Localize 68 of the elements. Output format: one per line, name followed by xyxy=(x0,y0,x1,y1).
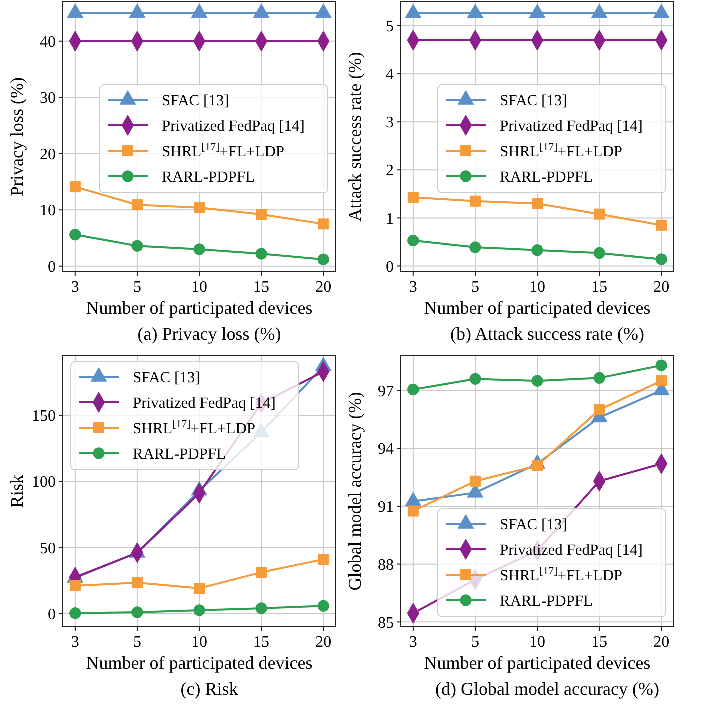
y-tick-label: 88 xyxy=(378,556,394,574)
text: (c) Risk xyxy=(180,679,238,699)
y-tick-label: 100 xyxy=(32,474,56,492)
x-tick-label: 10 xyxy=(530,279,546,296)
y-tick-label: 20 xyxy=(40,146,56,164)
x-tick-label: 20 xyxy=(654,279,670,296)
legend-label: Privatized FedPaq [14] xyxy=(133,394,276,412)
x-tick-label: 15 xyxy=(592,279,608,296)
legend-label: RARL-PDPFL xyxy=(133,446,226,463)
x-tick-label: 5 xyxy=(471,279,480,296)
y-axis-title: Global model accuracy (%) xyxy=(345,392,365,591)
legend-label: RARL-PDPFL xyxy=(500,592,594,610)
legend-label: RARL-PDPFL xyxy=(162,168,256,186)
y-axis-title: Risk xyxy=(7,474,27,508)
y-tick-label: 91 xyxy=(378,499,394,516)
y-tick-label: 0 xyxy=(48,258,56,276)
y-axis-title: Attack success rate (%) xyxy=(345,52,365,222)
x-tick-label: 5 xyxy=(133,634,142,651)
legend-label: SFAC [13] xyxy=(500,92,568,110)
x-tick-label: 5 xyxy=(471,634,480,651)
x-axis-title: Number of participated devices xyxy=(424,298,651,318)
text: (a) Privacy loss (%) xyxy=(138,324,282,344)
x-tick-label: 20 xyxy=(316,279,332,296)
y-tick-label: 1 xyxy=(386,210,394,228)
x-tick-label: 15 xyxy=(592,634,608,651)
y-tick-label: 85 xyxy=(378,614,394,632)
x-tick-label: 10 xyxy=(192,279,208,296)
legend-label: SHRL$^{[17]}$+FL+LDP xyxy=(500,565,623,584)
y-tick-label: 30 xyxy=(40,90,56,108)
x-axis-title: Number of participated devices xyxy=(86,653,313,673)
legend-label: SHRL$^{[17]}$+FL+LDP xyxy=(133,418,256,438)
y-tick-label: 40 xyxy=(40,34,56,51)
x-tick-label: 20 xyxy=(654,634,670,651)
x-tick-label: 10 xyxy=(192,634,208,651)
y-tick-label: 4 xyxy=(386,66,394,84)
y-tick-label: 10 xyxy=(40,202,56,220)
x-tick-label: 20 xyxy=(316,634,332,651)
y-tick-label: 50 xyxy=(40,540,56,558)
x-axis-title: Number of participated devices xyxy=(424,653,651,673)
y-tick-label: 94 xyxy=(378,441,394,458)
text: (b) Attack success rate (%) xyxy=(450,324,644,344)
x-tick-label: 3 xyxy=(71,634,80,651)
legend-label: SFAC [13] xyxy=(162,92,230,110)
x-tick-label: 15 xyxy=(254,279,270,296)
legend-label: SFAC [13] xyxy=(500,516,568,534)
y-axis-title: Privacy loss (%) xyxy=(7,78,27,196)
legend-label: SHRL$^{[17]}$+FL+LDP xyxy=(500,141,623,160)
legend-label: Privatized FedPaq [14] xyxy=(500,542,643,559)
legend-label: SHRL$^{[17]}$+FL+LDP xyxy=(162,141,285,160)
x-tick-label: 10 xyxy=(530,634,546,651)
x-tick-label: 5 xyxy=(133,279,142,296)
legend-label: SFAC [13] xyxy=(133,369,200,386)
legend-label: Privatized FedPaq [14] xyxy=(162,118,305,135)
y-tick-label: 3 xyxy=(386,114,394,132)
x-axis-title: Number of participated devices xyxy=(86,298,313,318)
text: (d) Global model accuracy (%) xyxy=(436,679,660,699)
y-tick-label: 2 xyxy=(386,162,394,180)
legend-label: Privatized FedPaq [14] xyxy=(500,118,643,135)
x-tick-label: 3 xyxy=(409,279,418,296)
y-tick-label: 0 xyxy=(386,258,394,276)
y-tick-label: 150 xyxy=(32,408,56,426)
x-tick-label: 3 xyxy=(71,279,80,296)
y-tick-label: 5 xyxy=(386,18,394,36)
legend-label: RARL-PDPFL xyxy=(500,168,594,186)
y-tick-label: 97 xyxy=(378,383,394,400)
y-tick-label: 0 xyxy=(48,606,56,624)
x-tick-label: 3 xyxy=(409,634,418,651)
x-tick-label: 15 xyxy=(254,634,270,651)
